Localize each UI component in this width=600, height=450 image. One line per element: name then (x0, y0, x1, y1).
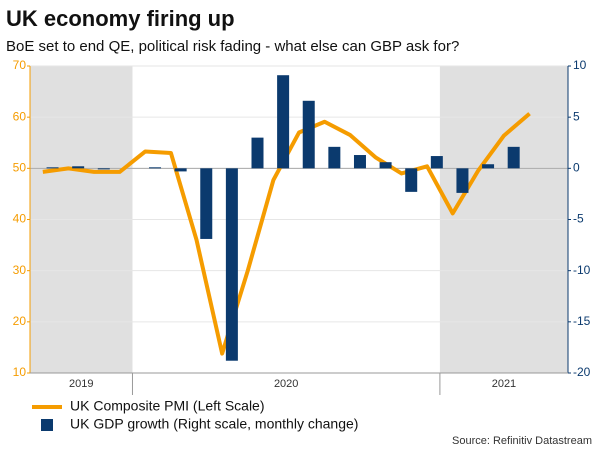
bar (277, 75, 290, 169)
y2-tick-label: -20 (573, 365, 591, 379)
y-tick-label: 30 (13, 263, 27, 277)
x-group-label: 2021 (492, 378, 516, 390)
y-tick-label: 70 (13, 58, 27, 72)
bar (482, 164, 495, 169)
y2-tick-label: -10 (573, 263, 591, 277)
bar (430, 156, 443, 169)
bar (149, 167, 162, 169)
bar (225, 168, 238, 361)
bar (251, 137, 264, 169)
y-tick-label: 10 (13, 365, 27, 379)
chart-title: UK economy firing up (6, 6, 235, 31)
legend-swatch (41, 419, 53, 431)
bar (353, 155, 366, 169)
chart-subtitle: BoE set to end QE, political risk fading… (6, 38, 459, 55)
bar (302, 100, 315, 169)
y2-tick-label: -15 (573, 314, 591, 328)
y2-tick-label: -5 (573, 212, 584, 226)
bar (200, 168, 213, 239)
legend-label: UK GDP growth (Right scale, monthly chan… (70, 416, 358, 432)
source: Source: Refinitiv Datastream (452, 435, 592, 447)
x-group-label: 2020 (274, 378, 298, 390)
bar (72, 166, 85, 169)
y-tick-label: 40 (13, 212, 27, 226)
x-group-label: 2019 (69, 378, 93, 390)
bar (46, 167, 59, 169)
y-tick-label: 60 (13, 109, 27, 123)
legend-label: UK Composite PMI (Left Scale) (70, 398, 265, 414)
y-tick-label: 50 (13, 161, 27, 175)
bar (405, 168, 418, 192)
y-tick-label: 20 (13, 314, 27, 328)
bar (507, 146, 520, 169)
y2-tick-label: 0 (573, 161, 580, 175)
bar (174, 168, 187, 172)
bar (456, 168, 469, 193)
y2-tick-label: 5 (573, 109, 580, 123)
bar (379, 162, 392, 169)
bar (97, 168, 110, 170)
bar (328, 146, 341, 169)
y2-tick-label: 10 (573, 58, 587, 72)
